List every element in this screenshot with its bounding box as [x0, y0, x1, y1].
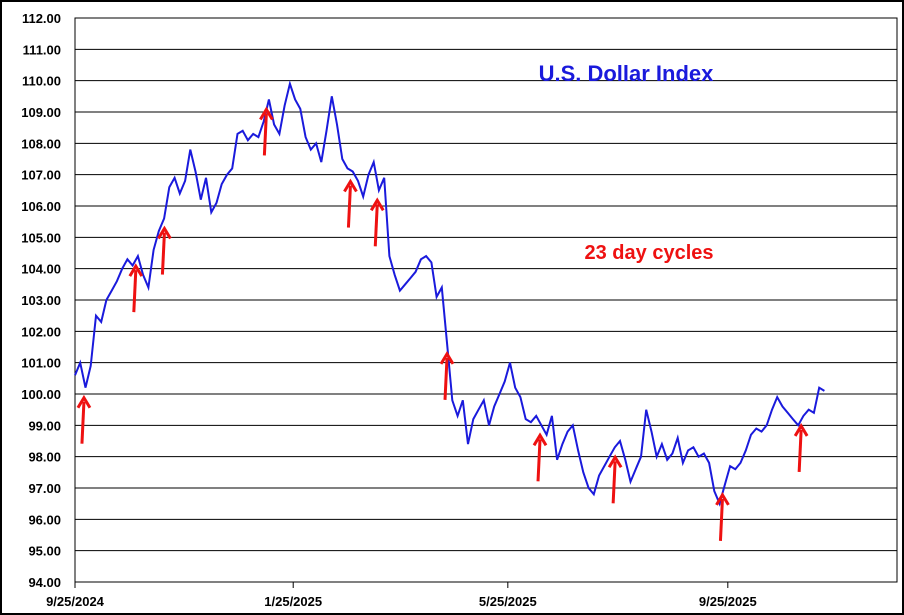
cycle-low-arrows [76, 106, 809, 541]
cycle-low-arrow [715, 491, 730, 541]
y-tick-label: 100.00 [21, 387, 61, 402]
y-tick-label: 94.00 [28, 575, 61, 590]
cycle-low-arrow [343, 178, 358, 228]
y-tick-label: 95.00 [28, 544, 61, 559]
y-tick-label: 103.00 [21, 293, 61, 308]
y-tick-label: 110.00 [22, 74, 61, 89]
x-tick-label: 1/25/2025 [264, 594, 322, 609]
cycle-low-arrow [532, 432, 548, 482]
y-tick-label: 96.00 [28, 512, 61, 527]
y-tick-label: 101.00 [21, 356, 61, 371]
y-tick-label: 104.00 [21, 262, 61, 277]
y-tick-label: 106.00 [21, 199, 61, 214]
cycle-low-arrow [607, 454, 623, 504]
y-tick-label: 107.00 [21, 168, 61, 183]
y-tick-label: 112.00 [22, 11, 61, 26]
x-tick-label: 9/25/2024 [46, 594, 105, 609]
y-axis-ticks: 94.00 95.00 96.00 97.00 98.00 99.00 100.00 101.… [21, 11, 61, 590]
y-tick-label: 97.00 [28, 481, 61, 496]
y-tick-label: 98.00 [28, 450, 61, 465]
y-tick-label: 111.00 [23, 42, 61, 57]
cycle-annotation: 23 day cycles [585, 242, 714, 264]
x-tick-label: 9/25/2025 [699, 594, 757, 609]
gridlines [75, 17, 897, 583]
cycle-low-arrow [793, 423, 809, 473]
y-tick-label: 108.00 [21, 136, 61, 151]
cycle-low-arrow [369, 197, 385, 247]
x-axis-ticks: 9/25/2024 1/25/2025 5/25/2025 9/25/2025 [46, 582, 757, 609]
cycle-low-arrow [259, 106, 274, 156]
y-tick-label: 109.00 [21, 105, 61, 120]
cycle-low-arrow [157, 225, 172, 275]
series-line-usd-index [74, 80, 825, 507]
cycle-low-arrow [128, 263, 144, 313]
y-tick-label: 102.00 [21, 324, 61, 339]
y-tick-label: 105.00 [21, 230, 61, 245]
cycle-low-arrow [76, 394, 92, 444]
y-tick-label: 99.00 [28, 418, 61, 433]
cycle-low-arrow [439, 350, 455, 400]
x-tick-label: 5/25/2025 [479, 594, 537, 609]
chart-title: U.S. Dollar Index [539, 61, 715, 86]
